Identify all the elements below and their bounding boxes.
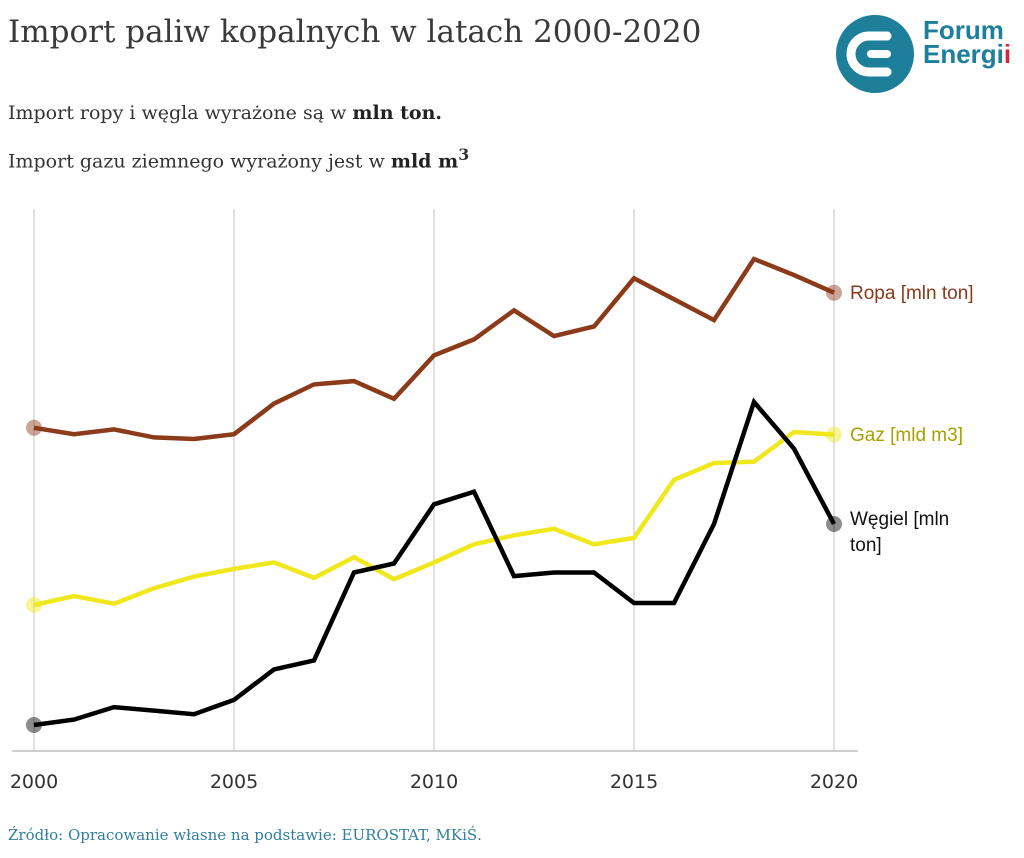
x-tick-label-2010: 2010	[410, 771, 458, 793]
series-label-wegiel-line2: ton]	[850, 535, 882, 556]
logo-text-line2-dots: i	[1003, 39, 1012, 69]
forum-energii-logo-icon	[836, 15, 914, 93]
series-start-point-gaz	[26, 597, 42, 613]
subtitle-units-gas-sup: 3	[458, 145, 470, 164]
series-start-point-ropa	[26, 419, 42, 436]
x-tick-label-2000: 2000	[10, 771, 58, 793]
forum-energii-logo: Forum Energii	[835, 14, 1024, 94]
subtitle-units-oil-coal-text: Import ropy i węgla wyrażone są w	[8, 102, 353, 124]
series-line-ropa	[33, 256, 835, 442]
x-tick-label-2015: 2015	[610, 771, 658, 793]
series-start-point-wegiel	[26, 717, 42, 733]
line-chart: 2000 2005 2010 2015 2020 Ropa [mln ton] Gaz [m…	[10, 209, 974, 793]
logo-text-line1: Forum	[923, 15, 1004, 45]
subtitle-units-gas-text: Import gazu ziemnego wyrażony jest w	[8, 150, 391, 173]
subtitle-units-gas-bold: mld m	[390, 150, 459, 173]
logo-text: Forum Energii	[923, 15, 1012, 69]
series-line-gaz	[33, 429, 835, 608]
subtitle-units-oil-coal: Import ropy i węgla wyrażone są w mln to…	[8, 102, 442, 124]
series-end-point-gaz	[826, 426, 842, 443]
subtitle-units-oil-coal-bold: mln ton.	[352, 102, 443, 124]
x-tick-label-2020: 2020	[810, 771, 858, 793]
subtitle-units-gas: Import gazu ziemnego wyrażony jest w mld…	[8, 145, 469, 172]
series-end-point-wegiel	[826, 516, 842, 533]
chart-title: Import paliw kopalnych w latach 2000-202…	[8, 14, 702, 50]
source-note: Źródło: Opracowanie własne na podstawie:…	[8, 826, 482, 844]
x-tick-label-2005: 2005	[210, 771, 258, 793]
series-end-point-ropa	[826, 284, 842, 301]
series-label-ropa: Ropa [mln ton]	[850, 283, 974, 304]
series-label-gaz: Gaz [mld m3]	[850, 425, 963, 446]
logo-text-line2-main: Energi	[923, 39, 1004, 69]
series-label-wegiel-line1: Węgiel [mln	[850, 509, 949, 530]
series-line-wegiel	[33, 397, 836, 728]
logo-text-line2: Energii	[923, 39, 1012, 69]
